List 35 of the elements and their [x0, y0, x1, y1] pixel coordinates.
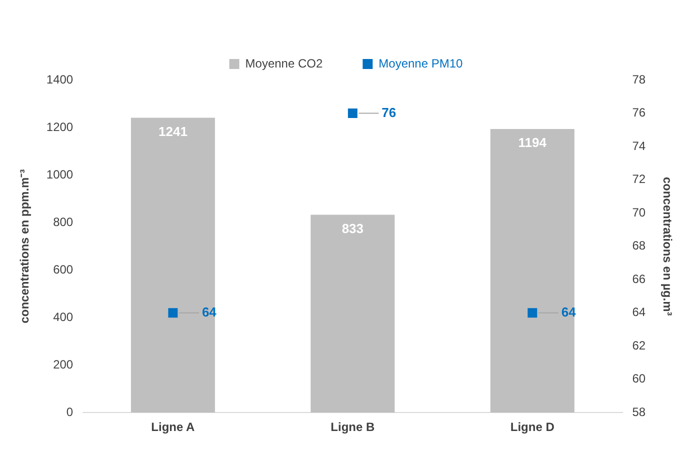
y-tick-label: 1200 [46, 120, 74, 134]
data-label: 1194 [518, 135, 548, 150]
bar [310, 214, 395, 413]
data-label: 833 [342, 220, 364, 236]
y2-tick-label: 72 [632, 172, 646, 186]
bar [130, 118, 215, 413]
x-tick-label: Ligne A [151, 420, 196, 434]
y2-tick-label: 58 [632, 404, 646, 419]
y2-axis-title: concentrations en µg.m³ [660, 176, 674, 316]
y2-tick-label: 78 [632, 72, 646, 86]
y2-tick-label: 64 [632, 305, 646, 320]
bar [490, 128, 574, 413]
y-tick-label: 0 [66, 404, 74, 419]
y2-tick-label: 66 [632, 272, 646, 286]
legend-label: Moyenne CO2 [245, 56, 323, 70]
y2-tick-label: 74 [632, 138, 646, 153]
y2-tick-label: 68 [632, 238, 646, 253]
x-tick-label: Ligne D [510, 420, 555, 434]
data-label: 64 [561, 304, 577, 320]
y2-tick-label: 76 [632, 106, 646, 120]
x-tick-label: Ligne B [330, 420, 376, 434]
y-tick-label: 400 [53, 310, 74, 324]
y-tick-label: 200 [53, 357, 74, 372]
y2-tick-label: 60 [632, 372, 646, 386]
data-label: 76 [382, 104, 396, 120]
y-tick-label: 1000 [46, 167, 74, 182]
y2-tick-label: 70 [632, 205, 646, 220]
y-tick-label: 800 [53, 214, 74, 229]
data-label: 1241 [158, 124, 188, 139]
y-tick-label: 1400 [46, 72, 74, 86]
y-tick-label: 600 [53, 262, 74, 276]
y2-tick-label: 62 [632, 338, 646, 352]
data-label: 64 [202, 304, 218, 320]
legend-label: Moyenne PM10 [378, 56, 464, 70]
y-axis-title: concentrations en ppm.m⁻³ [18, 169, 32, 324]
